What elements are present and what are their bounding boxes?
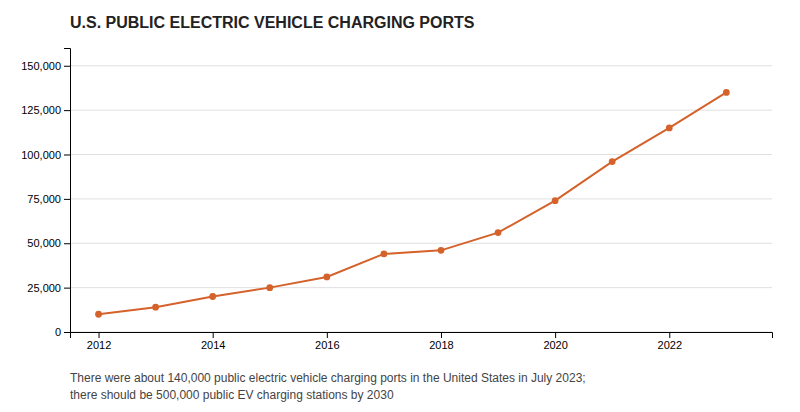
grid: [70, 66, 772, 332]
y-tick: 25,000: [27, 282, 70, 294]
y-tick-label: 75,000: [27, 193, 61, 205]
grid-line: [70, 243, 772, 244]
x-axis-line: [71, 333, 773, 339]
x-tick-mark: [669, 332, 670, 338]
y-tick-label: 0: [55, 326, 61, 338]
x-tick-label: 2018: [429, 339, 453, 351]
y-tick-mark: [64, 155, 70, 156]
point: [95, 311, 102, 318]
plot: 2012 2014 2016 2018 2020 2022 0 25,000 50,000 75,…: [21, 49, 772, 351]
point: [266, 284, 273, 291]
point: [552, 197, 559, 204]
y-tick-mark: [64, 110, 70, 111]
grid-line: [70, 65, 772, 66]
y-axis-line: [64, 49, 71, 333]
point: [152, 304, 159, 311]
x-tick-mark: [99, 332, 100, 338]
chart: 2012 2014 2016 2018 2020 2022 0 25,000 50,000 75,…: [0, 0, 800, 412]
x-tick: 2018: [429, 332, 453, 351]
point: [438, 247, 445, 254]
grid-line: [70, 110, 772, 111]
point: [666, 124, 673, 131]
y-tick-mark: [64, 332, 70, 333]
line: [99, 92, 727, 314]
x-tick-mark: [555, 332, 556, 338]
x-tick: 2016: [315, 332, 339, 351]
x-tick: 2012: [87, 332, 111, 351]
x-tick-mark: [441, 332, 442, 338]
x-tick-label: 2014: [201, 339, 225, 351]
grid-line: [70, 154, 772, 155]
y-axis: 0 25,000 50,000 75,000 100,000 125,000 150,000: [21, 49, 70, 339]
y-tick: 125,000: [21, 104, 70, 116]
annotation: there should be 500,000 public EV chargi…: [70, 388, 394, 402]
y-tick-label: 50,000: [27, 237, 61, 249]
point: [609, 158, 616, 165]
x-tick-mark: [327, 332, 328, 338]
x-tick-label: 2016: [315, 339, 339, 351]
y-tick: 75,000: [27, 193, 70, 205]
point: [381, 251, 388, 258]
x-tick: 2020: [543, 332, 567, 351]
point: [723, 89, 730, 96]
title: U.S. PUBLIC ELECTRIC VEHICLE CHARGING PO…: [70, 14, 475, 31]
point: [323, 274, 330, 281]
x-tick-label: 2020: [543, 339, 567, 351]
y-tick-label: 125,000: [21, 104, 61, 116]
series: [95, 89, 730, 318]
y-tick-mark: [64, 199, 70, 200]
y-tick: 50,000: [27, 237, 70, 249]
y-tick-label: 25,000: [27, 282, 61, 294]
x-tick-label: 2012: [87, 339, 111, 351]
y-tick: 0: [55, 326, 70, 338]
x-tick: 2022: [658, 332, 682, 351]
x-tick: 2014: [201, 332, 225, 351]
point: [209, 293, 216, 300]
y-tick-mark: [64, 66, 70, 67]
y-tick-mark: [64, 288, 70, 289]
x-tick-label: 2022: [658, 339, 682, 351]
x-tick-mark: [213, 332, 214, 338]
y-tick-mark: [64, 243, 70, 244]
point: [495, 229, 502, 236]
annotation: There were about 140,000 public electric…: [70, 371, 586, 385]
x-axis: 2012 2014 2016 2018 2020 2022: [71, 332, 773, 351]
y-tick: 150,000: [21, 60, 70, 72]
grid-line: [70, 287, 772, 288]
grid-line: [70, 198, 772, 199]
y-tick-label: 150,000: [21, 60, 61, 72]
y-tick: 100,000: [21, 149, 70, 161]
y-tick-label: 100,000: [21, 149, 61, 161]
